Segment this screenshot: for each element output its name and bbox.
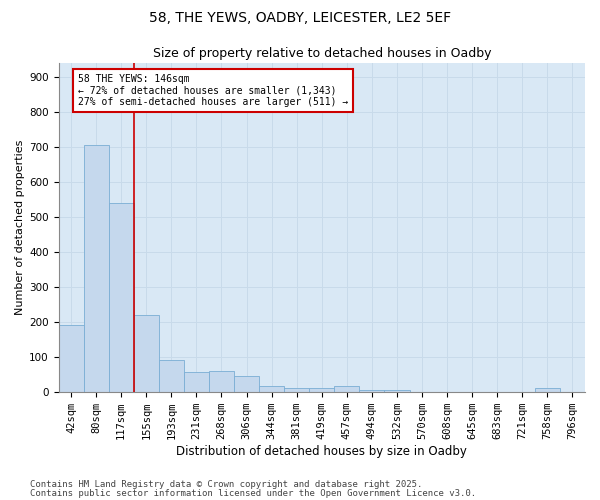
Bar [359, 390, 385, 392]
Title: Size of property relative to detached houses in Oadby: Size of property relative to detached ho… [152, 48, 491, 60]
Bar [209, 370, 234, 392]
Text: 58, THE YEWS, OADBY, LEICESTER, LE2 5EF: 58, THE YEWS, OADBY, LEICESTER, LE2 5EF [149, 11, 451, 25]
Bar [309, 388, 334, 392]
Bar [184, 372, 209, 392]
Bar [385, 390, 410, 392]
Bar [334, 386, 359, 392]
Bar [259, 386, 284, 392]
Bar [109, 203, 134, 392]
Bar [284, 388, 309, 392]
Bar [83, 145, 109, 392]
Y-axis label: Number of detached properties: Number of detached properties [15, 140, 25, 315]
Bar [535, 388, 560, 392]
Text: Contains HM Land Registry data © Crown copyright and database right 2025.: Contains HM Land Registry data © Crown c… [30, 480, 422, 489]
Text: 58 THE YEWS: 146sqm
← 72% of detached houses are smaller (1,343)
27% of semi-det: 58 THE YEWS: 146sqm ← 72% of detached ho… [78, 74, 349, 107]
Bar [134, 315, 159, 392]
X-axis label: Distribution of detached houses by size in Oadby: Distribution of detached houses by size … [176, 444, 467, 458]
Text: Contains public sector information licensed under the Open Government Licence v3: Contains public sector information licen… [30, 489, 476, 498]
Bar [159, 360, 184, 392]
Bar [59, 326, 83, 392]
Bar [234, 376, 259, 392]
